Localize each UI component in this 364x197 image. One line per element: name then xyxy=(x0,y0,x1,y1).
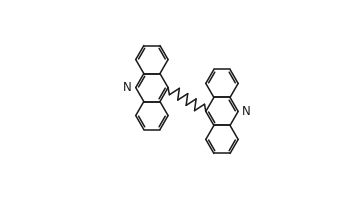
Text: N: N xyxy=(123,81,132,94)
Text: N: N xyxy=(242,105,251,118)
